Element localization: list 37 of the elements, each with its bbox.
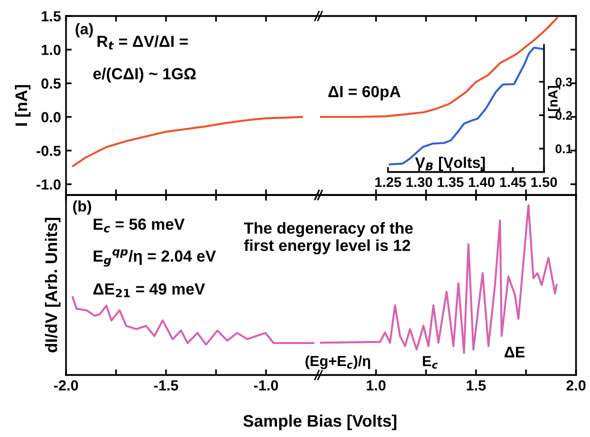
x-tick-label: 1.25	[375, 177, 402, 188]
annotation: ΔE$_{21}$ = 49 meV	[93, 283, 206, 298]
text: (b)	[73, 200, 92, 215]
x-axis-title: V$_{B}$ [Volts]	[415, 156, 485, 172]
x-tick-label: -1.0	[254, 380, 278, 391]
y-tick-label: 0.3	[556, 78, 572, 86]
text: E$_{g}$$^{qp}$/η = 2.04 eV	[94, 249, 216, 267]
x-tick-label: 1.0	[366, 380, 386, 391]
annotation: (Eg+E$_{c}$)/η	[306, 355, 370, 370]
x-tick-label: 1.5	[466, 380, 486, 391]
y-tick-label: 1.0	[42, 44, 61, 56]
y-axis-title: I [nA]	[14, 85, 30, 126]
line-series	[72, 116, 303, 168]
annotation: E$_{c}$	[422, 356, 438, 369]
annotation: e/(CΔI) ~ 1GΩ	[93, 68, 196, 83]
x-tick-label: 1.40	[468, 177, 495, 188]
x-tick-label: 1.30	[406, 177, 432, 188]
x-tick-label: 1.35	[438, 177, 464, 188]
y-tick-label: 0.0	[41, 112, 61, 122]
y-tick-label: -0.5	[36, 146, 61, 156]
annotation: (a)	[76, 23, 93, 38]
y-axis-title: dI/dV [Arb. Units]	[44, 218, 60, 352]
text: E$_{c}$ = 56 meV	[94, 218, 185, 232]
x-tick-label: -1.5	[154, 380, 178, 391]
annotation: ΔE	[504, 346, 525, 358]
annotation: R$_{t}$ = ΔV/ΔI =	[98, 35, 188, 50]
y-tick-label: 0.1	[556, 144, 572, 154]
y-tick-label: 0.5	[41, 78, 61, 89]
x-tick-label: -2.0	[54, 380, 78, 391]
x-tick-label: 2.0	[566, 380, 586, 391]
annotation: ΔI = 60pA	[328, 86, 400, 100]
x-axis-title: Sample Bias [Volts]	[243, 414, 396, 430]
y-tick-label: 1.5	[42, 11, 61, 22]
x-tick-label: 1.50	[531, 177, 557, 188]
x-tick-label: 1.45	[500, 177, 526, 188]
annotation: The degeneracy of the first energy level is 12	[244, 222, 413, 254]
y-tick-label: 0.2	[556, 110, 572, 120]
